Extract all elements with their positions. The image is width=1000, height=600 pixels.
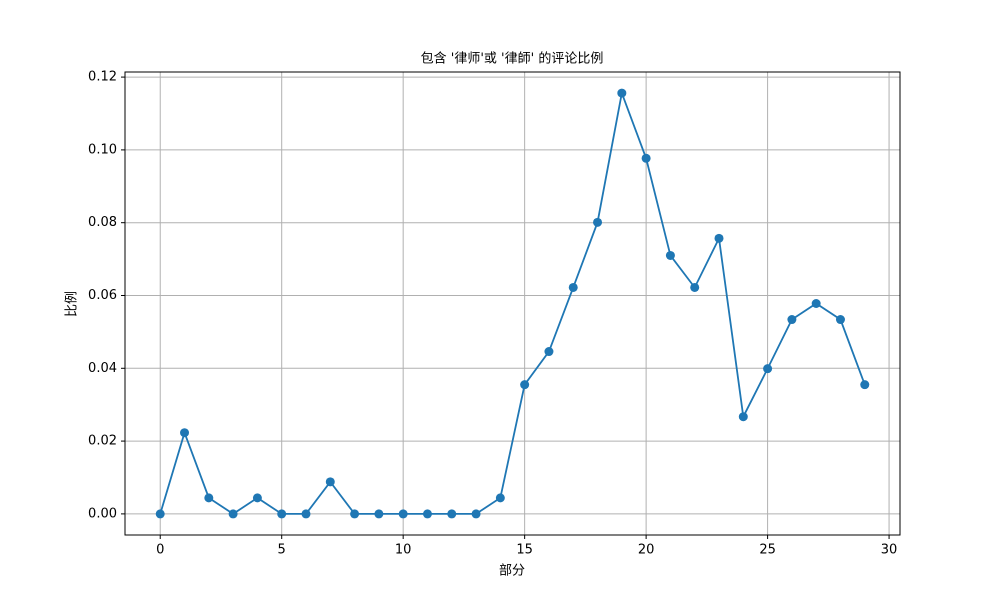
marker: [738, 412, 748, 422]
marker: [835, 315, 845, 325]
line: [159, 89, 866, 515]
x-tick-label: 25: [759, 543, 776, 558]
x-tick-label: 20: [638, 543, 655, 558]
y-tick-label: 0.02: [88, 434, 117, 449]
marker: [204, 493, 214, 503]
y-tick-label: 0.00: [88, 506, 117, 521]
marker: [180, 428, 190, 438]
x-tick-label: 15: [516, 543, 533, 558]
y-tick-label: 0.06: [88, 288, 117, 303]
marker: [422, 509, 432, 519]
marker: [617, 88, 627, 98]
x-tick-label: 0: [156, 543, 164, 558]
marker: [447, 509, 457, 519]
marker: [520, 380, 530, 390]
marker: [665, 250, 675, 260]
marker: [398, 509, 408, 519]
marker: [641, 153, 651, 163]
marker: [763, 364, 773, 374]
y-tick-label: 0.04: [88, 361, 117, 376]
marker: [593, 217, 603, 227]
marker: [544, 347, 554, 357]
y-tick-label: 0.08: [88, 215, 117, 230]
marker: [714, 233, 724, 243]
marker: [252, 493, 262, 503]
marker: [811, 299, 821, 308]
marker: [301, 509, 311, 519]
marker: [471, 509, 481, 519]
y-tick-label: 0.12: [88, 70, 117, 85]
marker: [228, 509, 238, 519]
marker: [787, 315, 797, 325]
y-tick-label: 0.10: [88, 142, 117, 157]
marker: [495, 493, 505, 503]
chart-title: 包含 '律师'或 '律師' 的评论比例: [421, 51, 604, 67]
x-tick-label: 30: [881, 543, 898, 558]
marker: [690, 282, 700, 292]
x-axis-label: 部分: [499, 564, 525, 579]
marker: [350, 509, 360, 519]
marker: [374, 509, 384, 519]
x-tick-label: 10: [395, 543, 412, 558]
marker: [155, 509, 165, 519]
plot-frame: [124, 71, 901, 536]
marker: [325, 477, 335, 487]
marker: [568, 282, 578, 292]
y-axis-label: 比例: [65, 291, 80, 317]
marker: [277, 509, 287, 519]
x-tick-label: 5: [278, 543, 286, 558]
marker: [860, 380, 870, 390]
